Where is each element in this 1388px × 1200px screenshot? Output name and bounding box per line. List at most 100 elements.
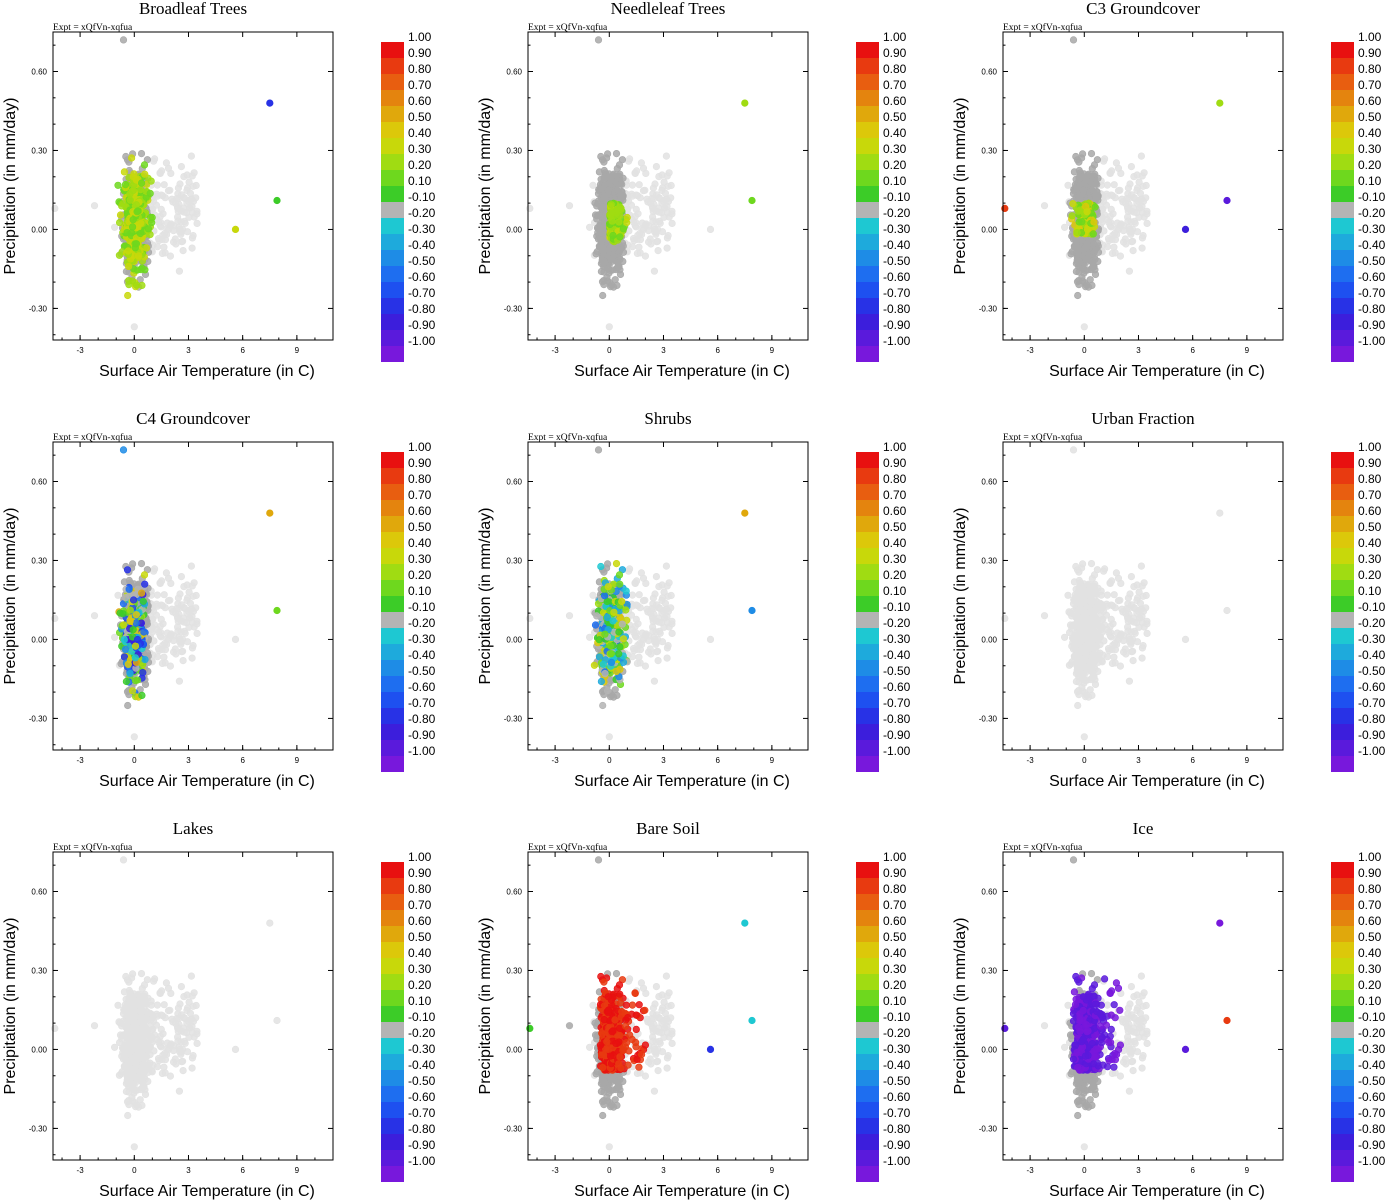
scatter-point bbox=[1088, 281, 1096, 290]
scatter-point bbox=[651, 590, 659, 598]
colorbar-swatch bbox=[381, 250, 404, 266]
y-tick-label: 0.00 bbox=[506, 635, 522, 644]
colorbar-label: -0.70 bbox=[1358, 286, 1386, 300]
scatter-point bbox=[1129, 247, 1137, 255]
scatter-point bbox=[631, 579, 639, 587]
scatter-point bbox=[565, 612, 574, 620]
scatter-point bbox=[630, 628, 638, 636]
colorbar-label: -0.70 bbox=[883, 696, 911, 710]
scatter-point bbox=[615, 161, 624, 169]
scatter-point bbox=[1001, 204, 1009, 212]
colorbar-swatch bbox=[856, 548, 879, 564]
scatter-point bbox=[115, 219, 124, 227]
scatter-point bbox=[147, 177, 155, 185]
scatter-point bbox=[1100, 157, 1108, 165]
scatter-point bbox=[603, 687, 612, 695]
scatter-point bbox=[118, 202, 126, 210]
scatter-point bbox=[615, 263, 623, 271]
scatter-point bbox=[616, 665, 624, 673]
scatter-point bbox=[123, 566, 132, 574]
scatter-point bbox=[619, 225, 627, 233]
colorbar-label: -0.40 bbox=[408, 648, 436, 662]
colorbar-label: -1.00 bbox=[883, 744, 911, 758]
scatter-point bbox=[646, 235, 654, 243]
colorbar-swatch bbox=[381, 644, 404, 660]
scatter-point bbox=[595, 636, 603, 644]
scatter-point bbox=[180, 173, 188, 181]
scatter-point bbox=[178, 238, 186, 246]
colorbar-swatch bbox=[856, 282, 879, 298]
scatter-point bbox=[1075, 158, 1083, 166]
colorbar-label: 0.70 bbox=[408, 488, 432, 502]
scatter-point bbox=[628, 591, 636, 599]
y-tick-label: -0.30 bbox=[504, 304, 523, 313]
scatter-point bbox=[594, 36, 603, 44]
scatter-point bbox=[160, 591, 168, 599]
scatter-point bbox=[628, 181, 636, 189]
scatter-point bbox=[183, 199, 191, 207]
scatter-point bbox=[653, 238, 661, 246]
colorbar-swatch bbox=[1331, 234, 1354, 250]
colorbar-label: 0.30 bbox=[408, 142, 432, 156]
scatter-point bbox=[641, 596, 649, 604]
scatter-point bbox=[593, 612, 601, 620]
colorbar-label: 0.30 bbox=[1358, 142, 1382, 156]
scatter-points bbox=[51, 36, 281, 331]
colorbar-swatch bbox=[381, 42, 404, 58]
scatter-point bbox=[179, 657, 187, 665]
scatter-point bbox=[129, 173, 137, 181]
scatter-point bbox=[600, 158, 608, 166]
scatter-point bbox=[1080, 323, 1088, 331]
scatter-point bbox=[120, 168, 128, 176]
colorbar-label: -0.70 bbox=[408, 696, 436, 710]
colorbar-label: -0.10 bbox=[883, 600, 911, 614]
scatter-point bbox=[608, 208, 616, 216]
scatter-point bbox=[604, 186, 612, 195]
colorbar-label: -0.30 bbox=[408, 632, 436, 646]
scatter-point bbox=[591, 621, 600, 629]
scatter-point bbox=[140, 571, 149, 579]
scatter-point bbox=[141, 170, 149, 178]
colorbar-swatch bbox=[381, 740, 404, 756]
scatter-point bbox=[153, 591, 161, 599]
y-tick-label: 0.00 bbox=[31, 635, 47, 644]
colorbar-label: -0.30 bbox=[1358, 222, 1386, 236]
colorbar-swatch bbox=[1331, 58, 1354, 74]
y-tick-label: 0.60 bbox=[31, 67, 47, 76]
colorbar-label: -0.20 bbox=[883, 616, 911, 630]
x-tick-label: 0 bbox=[132, 346, 137, 355]
scatter-point bbox=[180, 583, 188, 591]
colorbar-swatch bbox=[381, 58, 404, 74]
scatter-point bbox=[663, 172, 671, 180]
scatter-point bbox=[128, 687, 137, 695]
x-tick-label: 9 bbox=[1245, 346, 1250, 355]
colorbar-swatch bbox=[381, 314, 404, 330]
scatter-point bbox=[655, 173, 663, 181]
scatter-point bbox=[150, 567, 158, 575]
scatter-point bbox=[132, 619, 140, 627]
colorbar-swatch bbox=[856, 90, 879, 106]
scatter-point bbox=[604, 583, 612, 591]
scatter-point bbox=[143, 620, 151, 628]
colorbar-swatch bbox=[856, 564, 879, 580]
scatter-point bbox=[129, 626, 137, 634]
scatter-point bbox=[653, 648, 661, 656]
scatter-point bbox=[138, 691, 146, 700]
scatter-point bbox=[175, 267, 183, 275]
scatter-point bbox=[176, 180, 184, 188]
scatter-point bbox=[187, 152, 195, 160]
scatter-point bbox=[1069, 200, 1077, 208]
scatter-point bbox=[589, 181, 597, 189]
scatter-point bbox=[179, 247, 187, 255]
scatter-point bbox=[155, 628, 163, 636]
colorbar-label: -0.60 bbox=[408, 680, 436, 694]
scatter-point bbox=[141, 580, 149, 588]
scatter-point bbox=[1138, 172, 1146, 180]
colorbar-swatch bbox=[381, 628, 404, 644]
scatter-point bbox=[115, 251, 123, 259]
scatter-point bbox=[1090, 161, 1099, 169]
scatter-point bbox=[188, 172, 196, 180]
scatter-point bbox=[171, 645, 179, 653]
scatter-point bbox=[1113, 230, 1121, 239]
scatter-point bbox=[129, 186, 137, 195]
